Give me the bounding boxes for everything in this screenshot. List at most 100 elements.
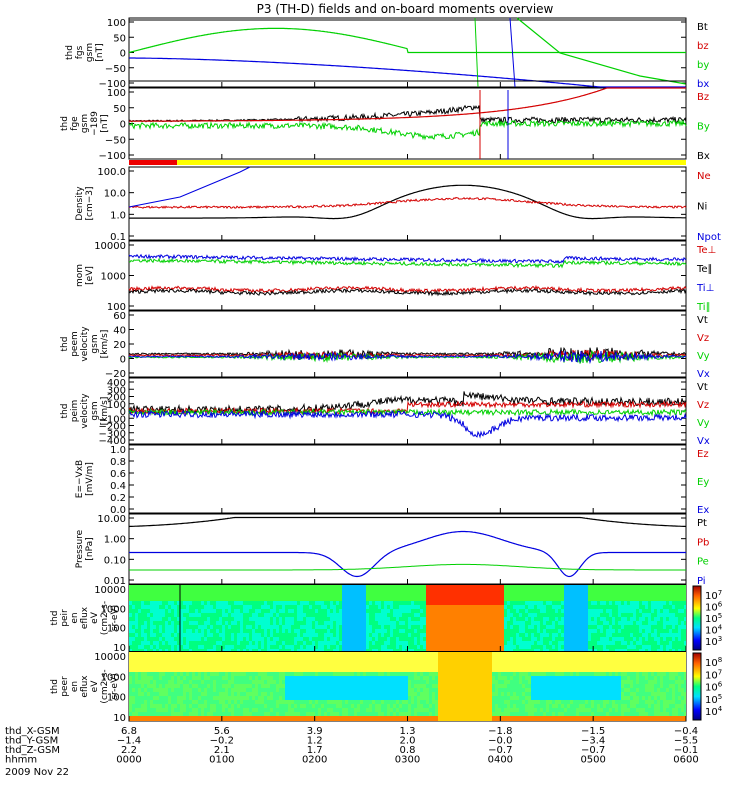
y-axis-label-line: Pressure [75, 529, 85, 568]
y-axis-label-line: [nT] [100, 114, 110, 132]
legend-entry-teperp: Te⊥ [696, 245, 716, 256]
y-tick-label: 0.2 [110, 493, 126, 504]
panel-frame [128, 240, 687, 311]
y-tick-label: 200 [107, 393, 126, 404]
y-axis-label-line: [nPa] [85, 537, 95, 560]
y-axis-label-line: −189 [90, 111, 100, 136]
legend-entry-by: by [697, 60, 709, 71]
legend-entry-npot: Npot [697, 232, 721, 243]
bx-spike [509, 17, 516, 88]
y-tick-label: −300 [99, 429, 126, 440]
by-line [128, 27, 686, 54]
y-tick-label: 1000 [101, 604, 126, 615]
x-tick-label: −0.4 [674, 726, 698, 737]
x-tick-label: 0300 [395, 755, 420, 766]
x-tick-label: 6.8 [121, 726, 137, 737]
vx-line [129, 409, 687, 439]
figure-title: P3 (TH-D) fields and on-board moments ov… [257, 2, 554, 16]
panel-p3: 100.0 10.0 1.0 0.1 Density [cm−3] Ne Ni Npot [75, 166, 721, 243]
legend-entry-bz: bz [697, 41, 709, 52]
colorbar-tick-label: 105 [705, 693, 722, 706]
y-tick-label: 0 [120, 120, 126, 131]
y-tick-label: 10000 [94, 652, 126, 663]
panel-p10: 10000 1000 100 10 thd peer en eflux eV (cm2-s-sr-… [50, 651, 723, 724]
x-tick-label: −1.4 [117, 736, 141, 747]
date-label: 2009 Nov 22 [5, 767, 69, 778]
y-tick-label: 0 [120, 49, 126, 60]
x-tick-label: −0.0 [488, 736, 512, 747]
y-axis-label-line: sr-eV) [110, 605, 120, 631]
x-tick-label: −0.2 [210, 736, 234, 747]
legend-entry-pe: Pe [697, 557, 709, 568]
y-tick-label: 100 [107, 400, 126, 411]
panel-p8: 10.00 1.00 0.10 0.01 Pressure [nPa] Pt Pb Pe Pi [75, 513, 709, 587]
y-axis-label-line: thd [50, 611, 60, 626]
y-axis-label-line: eflux [80, 606, 90, 629]
y-tick-label: −200 [99, 422, 126, 433]
y-tick-label: 10 [113, 713, 126, 724]
x-row-label: thd_Z-GSM [5, 745, 60, 756]
x-tick-label: 0.8 [400, 745, 416, 756]
panel-frame [128, 166, 687, 241]
y-axis-label-line: peir [60, 609, 70, 627]
legend-entry-by: By [697, 122, 710, 133]
y-axis-label-line: eV [90, 611, 100, 624]
y-axis-label-line: mom [75, 264, 85, 287]
legend-entry-vy: Vy [697, 418, 710, 429]
y-axis-label-line: gsm [90, 334, 100, 353]
y-tick-label: 0 [120, 355, 126, 366]
pe-line [129, 563, 686, 571]
panel-frame [128, 513, 687, 585]
y-tick-label: 50 [113, 33, 126, 44]
panel-traces [128, 346, 687, 365]
y-tick-label: 10000 [94, 585, 126, 596]
y-tick-label: 0.1 [110, 232, 126, 243]
y-tick-label: −100 [99, 79, 126, 90]
panel-frame [128, 444, 687, 514]
by-spike [474, 17, 479, 88]
spectrogram [129, 652, 686, 721]
y-tick-label: 40 [113, 326, 126, 337]
y-tick-label: 300 [107, 385, 126, 396]
y-axis-label-line: thd [65, 45, 75, 60]
te-par-line [128, 287, 687, 297]
legend-entry-vt: Vt [697, 382, 708, 393]
x-tick-label: 2.2 [121, 745, 137, 756]
y-axis-label-line: thd [60, 337, 70, 352]
legend-entry-ez: Ez [697, 449, 709, 460]
y-axis-label-line: (cm2-s- [100, 601, 110, 635]
panel-p1: 100 50 0 −50 −100 thd fgs gsm [nT] Bt bz by bx [65, 17, 709, 90]
legend-entry-ey: Ey [697, 477, 709, 488]
y-axis-label: thd peim velocity gsm [km/s] [60, 393, 110, 429]
x-tick-label: −3.4 [581, 736, 605, 747]
legend-entry-pb: Pb [697, 537, 709, 548]
y-axis-label-line: eflux [80, 675, 90, 698]
x-tick-label: 1.3 [400, 726, 416, 737]
y-axis-label-line: Density [75, 186, 85, 221]
ni-line [129, 184, 686, 220]
y-axis-label: E=−VxB [mV/m] [75, 460, 95, 498]
y-tick-label: 10.00 [97, 514, 126, 525]
y-tick-label: 0.6 [110, 469, 126, 480]
y-axis-label: thd peer en eflux eV (cm2-s-sr-eV) [50, 669, 120, 703]
panel-traces [129, 585, 686, 651]
pt-line [128, 516, 687, 528]
vz-line [128, 400, 687, 416]
y-tick-label: 100.0 [97, 167, 126, 178]
y-axis-label-line: E=−VxB [75, 460, 85, 498]
y-tick-label: 100 [107, 88, 126, 99]
y-axis-label-line: (cm2-s- [100, 669, 110, 703]
y-tick-label: −100 [99, 414, 126, 425]
colorbar [692, 652, 702, 721]
y-axis-label: Density [cm−3] [75, 186, 95, 221]
x-row-label: hhmm [5, 755, 37, 766]
panel-traces [128, 87, 687, 159]
legend-entry-vz: Vz [697, 333, 709, 344]
x-tick-label: −5.5 [674, 736, 698, 747]
legend-entry-tipar: Ti∥ [696, 302, 711, 313]
y-axis-label-line: [nT] [95, 43, 105, 61]
pi-line [129, 530, 686, 578]
y-tick-label: 60 [113, 311, 126, 322]
